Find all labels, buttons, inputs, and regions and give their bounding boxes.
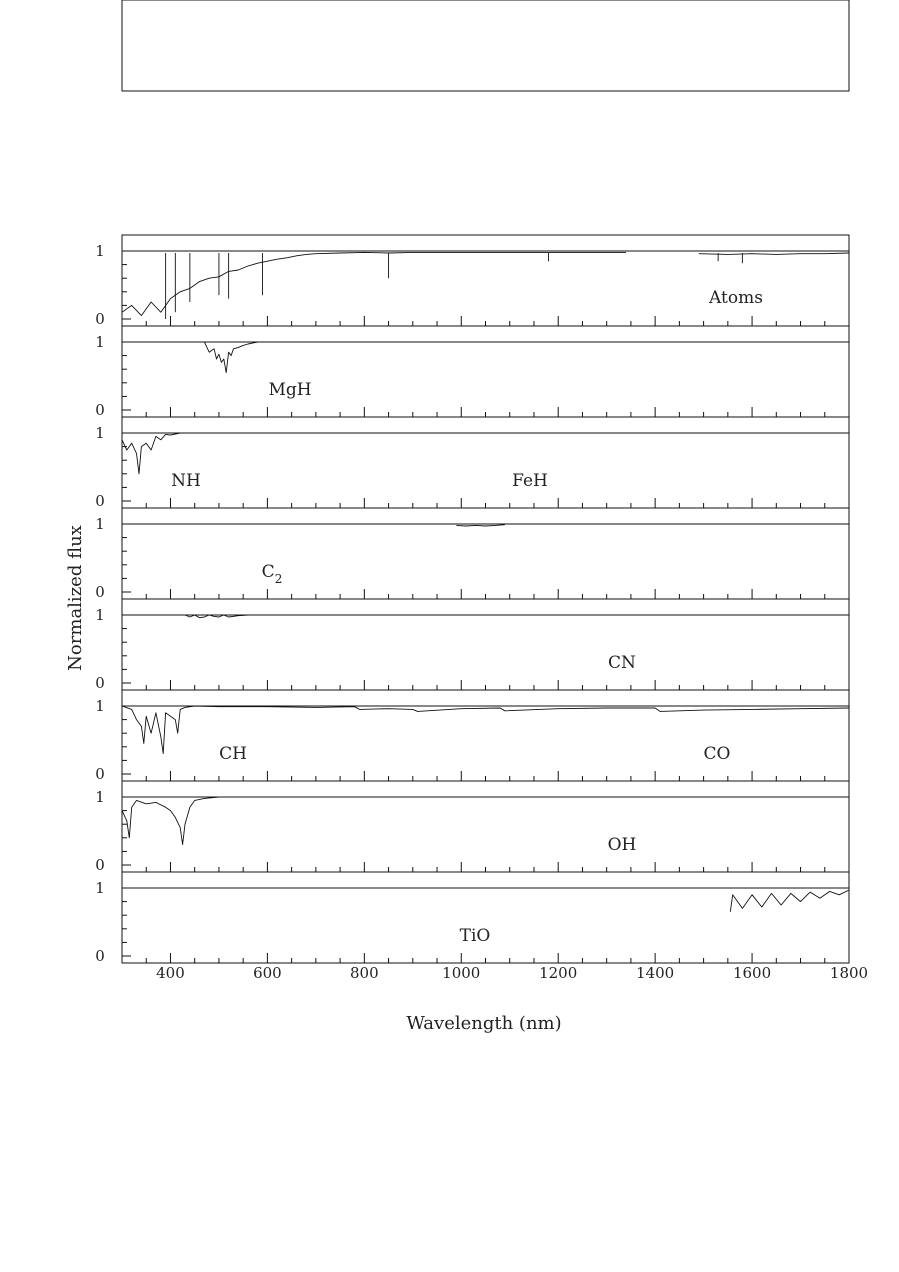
panel-co: 01 <box>95 871 850 965</box>
x-tick-label: 1000 <box>442 964 480 982</box>
y-tick-label: 1 <box>95 0 105 4</box>
panel-label-atoms: Atoms <box>708 288 763 308</box>
y-tick-label: 1 <box>95 879 105 897</box>
y-tick-label: 0 <box>95 0 105 4</box>
spectrum-line-ch <box>121 796 219 846</box>
panel-label-cn: CN <box>608 653 636 673</box>
x-tick-label: 1200 <box>539 964 577 982</box>
y-tick-label: 1 <box>95 515 105 533</box>
x-tick-labels: 400 600 800 1000 1200 1400 1600 1800 <box>156 964 868 982</box>
spectrum-line-feh <box>456 524 505 527</box>
panel-cn: 01 <box>95 689 850 783</box>
spectrum-line-c2 <box>184 614 249 619</box>
y-tick-label: 1 <box>95 0 105 4</box>
panel-frame <box>121 0 850 92</box>
spectrum-line-atoms <box>698 252 850 255</box>
panel-frame <box>121 780 850 873</box>
panel-label-co: CO <box>704 744 731 764</box>
panel-stack: 01010101010101010101AtomsMgHNHFeHC2CNCHC… <box>95 0 850 965</box>
panel-frame <box>121 507 850 600</box>
x-tick-label: 800 <box>350 964 379 982</box>
panel-frame <box>121 871 850 964</box>
panel-tio: 01 <box>95 0 850 92</box>
panel-label-nh: NH <box>171 471 201 491</box>
panel-label-c2: C2 <box>262 562 283 586</box>
panel-label-oh: OH <box>608 835 637 855</box>
panel-feh: 01 <box>95 507 850 601</box>
x-axis-label: Wavelength (nm) <box>406 1013 561 1034</box>
panel-c2: 01 <box>95 598 850 692</box>
panel-frame <box>121 598 850 691</box>
y-tick-label: 1 <box>95 697 105 715</box>
x-tick-label: 1400 <box>636 964 674 982</box>
x-tick-label: 1800 <box>830 964 868 982</box>
y-axis-label: Normalized flux <box>65 525 86 671</box>
y-tick-label: 0 <box>95 947 105 965</box>
panel-label-tio: TiO <box>460 926 491 946</box>
spectrum-line-co <box>729 889 850 912</box>
x-tick-label: 1600 <box>733 964 771 982</box>
spectrum-line-atoms <box>121 251 627 317</box>
panel-frame <box>121 689 850 782</box>
panel-frame <box>121 325 850 418</box>
y-tick-label: 0 <box>95 0 105 4</box>
y-tick-label: 0 <box>95 401 105 419</box>
panel-frame <box>121 234 850 327</box>
panel-nh: 01 <box>95 416 850 510</box>
y-tick-label: 1 <box>95 333 105 351</box>
y-tick-label: 1 <box>95 424 105 442</box>
panel-frame <box>121 416 850 509</box>
y-tick-label: 1 <box>95 788 105 806</box>
y-tick-label: 0 <box>95 583 105 601</box>
x-tick-label: 600 <box>253 964 282 982</box>
y-tick-label: 1 <box>95 606 105 624</box>
panel-mgh: 01 <box>95 325 850 419</box>
y-tick-label: 0 <box>95 310 105 328</box>
y-tick-label: 0 <box>95 765 105 783</box>
panel-atoms: 01 <box>95 234 850 328</box>
panel-ch: 01 <box>95 780 850 874</box>
y-tick-label: 0 <box>95 492 105 510</box>
y-tick-label: 0 <box>95 856 105 874</box>
panel-label-feh: FeH <box>512 471 548 491</box>
spectrum-line-cn <box>121 705 850 755</box>
panel-label-ch: CH <box>219 744 247 764</box>
spectrum-line-nh <box>121 432 181 475</box>
x-tick-label: 400 <box>156 964 185 982</box>
panel-label-mgh: MgH <box>268 380 311 400</box>
panel-frame <box>121 0 850 92</box>
spectrum-line-mgh <box>203 341 258 374</box>
y-tick-label: 1 <box>95 242 105 260</box>
panel-oh: 01 <box>95 0 850 92</box>
y-tick-label: 0 <box>95 674 105 692</box>
